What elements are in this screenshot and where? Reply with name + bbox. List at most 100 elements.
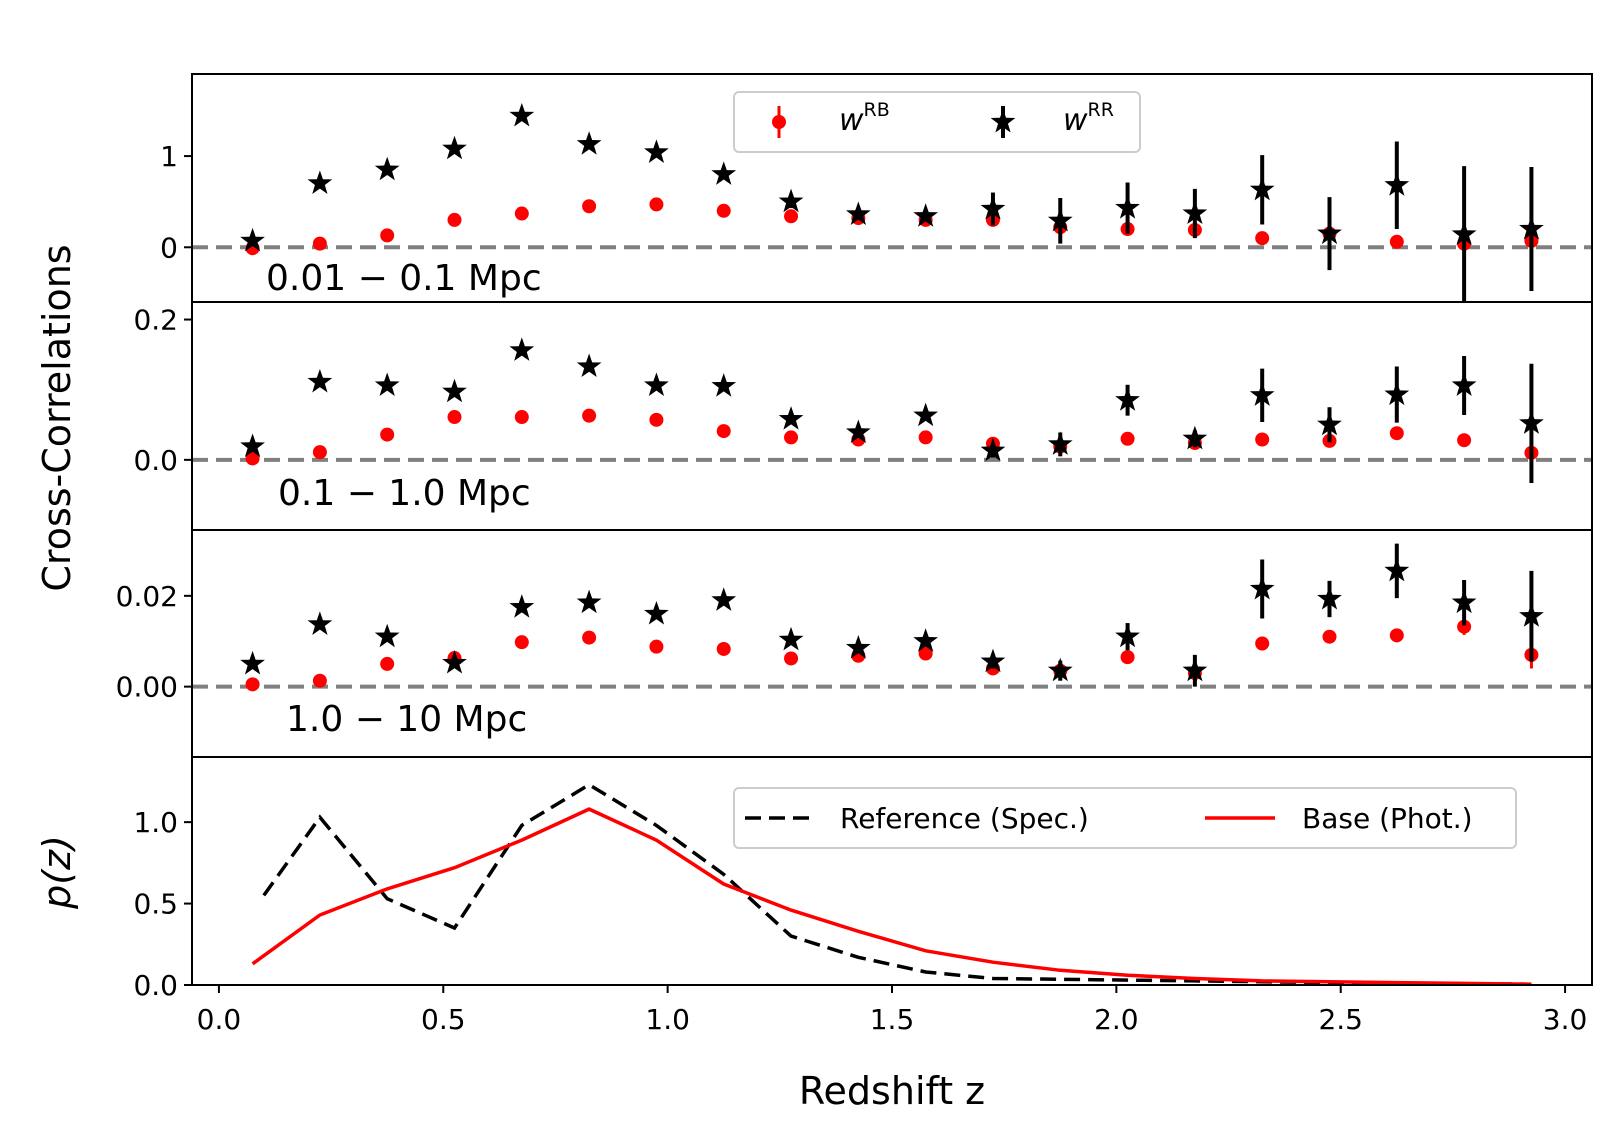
y-tick-label: 1 — [160, 140, 178, 173]
point-wRR — [1182, 200, 1208, 225]
x-tick-label: 0.0 — [197, 1003, 242, 1036]
point-wRB — [245, 677, 260, 692]
point-wRR — [1519, 410, 1544, 434]
x-axis-title: Redshift z — [799, 1069, 985, 1113]
point-wRB — [380, 228, 395, 243]
point-wRB — [380, 656, 395, 671]
point-wRR — [240, 433, 265, 458]
point-wRB — [649, 412, 664, 427]
point-wRB — [312, 445, 327, 460]
point-wRR — [1384, 381, 1410, 406]
x-tick-label: 2.5 — [1318, 1003, 1363, 1036]
point-wRR — [307, 368, 333, 393]
point-wRR — [1249, 576, 1275, 600]
point-wRR — [307, 611, 333, 635]
point-wRR — [1047, 657, 1073, 682]
x-tick-label: 1.5 — [870, 1003, 915, 1036]
panel-third-data — [192, 543, 1592, 692]
point-wRR — [374, 623, 400, 648]
point-wRR — [1317, 586, 1342, 610]
point-wRR — [576, 353, 602, 378]
point-wRR — [845, 635, 871, 659]
point-wRB — [784, 209, 799, 224]
point-wRR — [913, 203, 939, 227]
point-wRB — [514, 635, 529, 650]
series-line-base-phot- — [251, 807, 1532, 985]
point-wRB — [1255, 231, 1270, 246]
point-wRR — [576, 131, 602, 155]
legend-label-wRB: wRB — [839, 99, 890, 138]
point-wRR — [644, 139, 669, 163]
point-wRB — [245, 451, 260, 466]
separation-range-label: 1.0 − 10 Mpc — [286, 699, 527, 740]
point-wRR — [576, 589, 602, 614]
y-tick-label: 0.5 — [133, 888, 178, 921]
point-wRB — [514, 206, 529, 221]
point-wRR — [1384, 172, 1410, 196]
y-tick-label: 0.0 — [133, 444, 178, 477]
legend-label-wRR: wRR — [1063, 99, 1114, 138]
x-tick-label: 1.0 — [645, 1003, 690, 1036]
point-wRR — [1047, 207, 1073, 232]
point-wRR — [240, 650, 265, 675]
legend-box — [733, 91, 1141, 153]
point-wRR — [1047, 431, 1073, 455]
point-wRR — [644, 372, 669, 396]
point-wRR — [778, 626, 804, 651]
y-tick-label: 0.00 — [116, 671, 178, 704]
point-wRR — [442, 378, 467, 403]
x-tick-label: 2.0 — [1094, 1003, 1139, 1036]
point-wRR — [1519, 603, 1544, 627]
legend-label-reference: Reference (Spec.) — [840, 802, 1089, 835]
point-wRR — [1451, 372, 1477, 396]
separation-range-label: 0.01 − 0.1 Mpc — [266, 258, 542, 299]
point-wRB — [918, 430, 933, 445]
panel-bottom-data — [251, 782, 1532, 985]
point-wRR — [1182, 657, 1208, 682]
x-tick-label: 3.0 — [1543, 1003, 1588, 1036]
point-wRB — [1457, 433, 1472, 448]
point-wRB — [784, 651, 799, 666]
point-wRB — [716, 424, 731, 439]
point-wRR — [442, 650, 467, 674]
point-wRR — [778, 188, 804, 213]
point-wRR — [1451, 589, 1477, 614]
point-wRB — [582, 408, 597, 423]
point-wRB — [1255, 636, 1270, 651]
point-wRB — [582, 199, 597, 214]
point-wRR — [711, 161, 737, 185]
point-wRB — [1457, 619, 1472, 634]
point-wRR — [980, 648, 1006, 673]
point-wRR — [1317, 411, 1342, 436]
legend-label-base: Base (Phot.) — [1302, 802, 1473, 835]
point-wRB — [1120, 431, 1135, 446]
point-wRR — [1451, 221, 1477, 246]
point-wRR — [711, 373, 737, 397]
point-wRB — [447, 212, 462, 227]
y-tick-label: 0.02 — [116, 580, 178, 613]
point-wRR — [913, 402, 939, 427]
point-wRB — [716, 203, 731, 218]
plot-root: 0 1 0.01 − 0.1 Mpc 0.0 0.2 0.1 − 1.0 Mpc 0.00 0… — [35, 73, 1593, 1113]
point-wRB — [649, 639, 664, 654]
point-wRR — [1115, 623, 1140, 648]
shared-y-axis-title: Cross-Correlations — [35, 244, 79, 591]
point-wRR — [913, 628, 939, 652]
separation-range-label: 0.1 − 1.0 Mpc — [278, 473, 531, 514]
point-wRR — [307, 170, 333, 194]
point-wRB — [716, 641, 731, 656]
y-tick-label: 0.2 — [133, 304, 178, 337]
point-wRB — [1120, 650, 1135, 665]
point-wRB — [312, 673, 327, 688]
point-wRR — [374, 372, 400, 396]
point-wRR — [442, 135, 467, 160]
y-tick-label: 1.0 — [133, 806, 178, 839]
bottom-y-axis-title: p(z) — [35, 835, 79, 910]
point-wRB — [1322, 629, 1337, 644]
point-wRB — [1389, 234, 1404, 249]
point-wRR — [1519, 216, 1544, 240]
panel-second-data — [192, 337, 1592, 483]
point-wRR — [1115, 387, 1140, 411]
point-wRR — [240, 227, 265, 252]
